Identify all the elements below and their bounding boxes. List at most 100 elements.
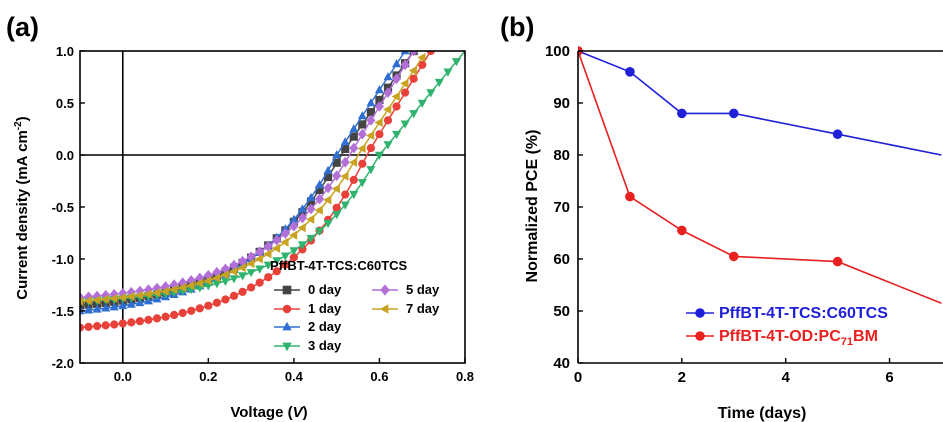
point-2-day (92, 304, 102, 313)
point-1-day (93, 322, 102, 331)
series-pffbt-4t-od-pc71bm (578, 46, 942, 304)
point-7-day (374, 118, 383, 127)
point-0-day (358, 120, 367, 129)
point-1-day (358, 159, 367, 168)
point-3-day (417, 99, 427, 108)
legend-marker (282, 304, 292, 314)
point-7-day (297, 223, 306, 233)
point-3-day (451, 58, 461, 67)
point-5-day (340, 156, 350, 168)
point-1-day (221, 295, 230, 304)
point-7-day (348, 157, 358, 167)
point-1-day (212, 298, 221, 307)
point-5-day (374, 101, 384, 112)
point-5-day (332, 170, 342, 182)
panel-a-xlabel: Voltage (V) (230, 404, 307, 421)
point-2-day (126, 299, 136, 308)
point-0-day (366, 108, 375, 117)
series-pffbt-4t-tcs-c60tcs (578, 46, 942, 156)
point-2-day (392, 59, 402, 68)
point-7-day (391, 92, 400, 101)
point-3-day (272, 257, 282, 266)
panel-a-ticks: 0.0 0.2 0.4 0.6 0.8 -2.0 -1.5 -1.0 -0.5 0.0 0.5 1.0 (52, 44, 474, 384)
curve-pffbt-4t-od-pc71bm (578, 50, 942, 304)
point-5-day (246, 251, 256, 262)
point-1-day (127, 318, 136, 327)
point-3-day (212, 280, 222, 289)
point-2-day (101, 303, 111, 312)
point-7-day (126, 291, 135, 301)
point-3-day (340, 201, 350, 210)
point-0-day (341, 144, 350, 153)
point-0-day (306, 197, 316, 206)
point-7-day (152, 288, 161, 298)
point-1-day (366, 143, 375, 153)
point-3-day (349, 190, 359, 200)
point-7-day (220, 270, 229, 280)
point-3-day (366, 166, 376, 175)
panel-b-xtick-label: 2 (678, 369, 686, 386)
point-7-day (169, 285, 178, 294)
curve-5-day (80, 51, 415, 299)
point-7-day (203, 276, 212, 286)
point-5-day (255, 246, 265, 258)
point-2-day (400, 51, 410, 55)
legend-label: 1 day (308, 301, 342, 316)
point-3-day (229, 275, 239, 284)
point-5-day (383, 87, 393, 98)
point-7-day (357, 144, 366, 153)
point-7-day (323, 195, 332, 205)
point-2-day (374, 85, 384, 94)
point-1-day (84, 322, 93, 331)
panel-a-xtick-label: 0.0 (114, 369, 132, 384)
point-7-day (117, 293, 127, 302)
panel-a-ytick-label: -1.5 (52, 304, 74, 319)
point-5-day (220, 263, 230, 275)
point-3-day (238, 272, 248, 281)
point-5-day (280, 228, 290, 239)
legend-item-7-day: 7 day (372, 301, 440, 316)
point-7-day (340, 171, 349, 181)
point-pffbt-4t-od-pc71bm (625, 191, 635, 202)
legend-item-2-day: 2 day (274, 319, 342, 334)
point-7-day (186, 281, 195, 291)
panel-a-ytick-label: -1.0 (52, 252, 74, 267)
panel-b-ylabel: Normalized PCE (%) (524, 130, 541, 283)
point-3-day (374, 151, 384, 160)
point-7-day (366, 131, 375, 140)
point-5-day (143, 284, 153, 295)
panel-a-xtick-label: 0.4 (285, 369, 304, 384)
point-1-day (170, 310, 179, 320)
point-5-day (118, 288, 128, 299)
legend-marker (282, 342, 292, 352)
point-2-day (135, 297, 145, 307)
point-7-day (246, 259, 255, 269)
point-7-day (100, 294, 109, 304)
point-7-day (400, 79, 409, 88)
point-3-day (323, 219, 333, 229)
point-1-day (375, 130, 384, 139)
panel-b-xtick-label: 0 (574, 369, 582, 386)
legend-label: PffBT-4T-OD:PC71BM (719, 328, 878, 348)
panel-b-ytick-label: 60 (553, 251, 570, 268)
point-2-day (323, 165, 333, 174)
point-0-day (349, 132, 358, 141)
panel-a-ytick-label: 0.5 (56, 96, 74, 111)
panel-b-ytick-label: 50 (553, 303, 570, 320)
point-0-day (315, 185, 324, 195)
point-3-day (409, 110, 419, 119)
legend-item-3-day: 3 day (274, 338, 342, 353)
point-7-day (194, 278, 204, 288)
point-7-day (83, 296, 92, 306)
panel-b-xtick-label: 4 (782, 369, 791, 386)
point-2-day (109, 302, 119, 311)
point-2-day (118, 300, 128, 310)
point-2-day (84, 305, 94, 314)
panel-b-ytick-label: 70 (553, 199, 570, 216)
panel-b-ytick-label: 80 (553, 147, 570, 164)
point-7-day (383, 105, 392, 114)
point-1-day (144, 315, 153, 324)
panel-a-ytick-label: -0.5 (52, 200, 74, 215)
point-1-day (264, 273, 273, 282)
point-1-day (101, 321, 110, 330)
